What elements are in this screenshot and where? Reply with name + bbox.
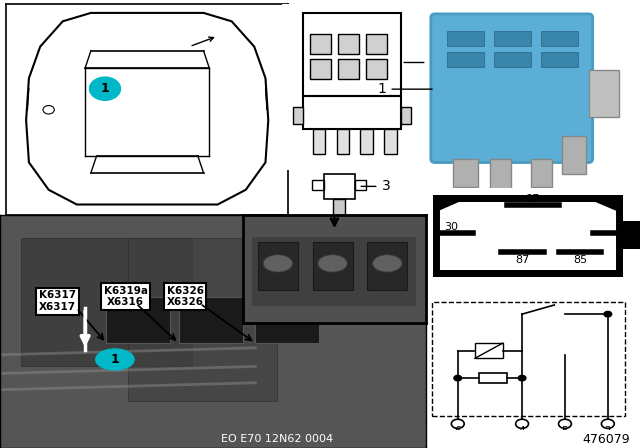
Bar xyxy=(475,343,503,358)
Text: 85: 85 xyxy=(573,254,587,265)
Circle shape xyxy=(263,255,292,272)
Bar xyxy=(494,31,531,46)
Text: 30: 30 xyxy=(451,433,465,443)
Text: 85: 85 xyxy=(515,433,529,443)
Bar xyxy=(312,180,324,190)
Bar xyxy=(338,34,359,54)
Text: K6319a
X6316: K6319a X6316 xyxy=(104,286,148,307)
Bar xyxy=(324,174,355,199)
Bar xyxy=(21,238,191,366)
Bar xyxy=(447,52,484,67)
Text: 6: 6 xyxy=(454,426,461,435)
Bar xyxy=(479,373,507,383)
FancyBboxPatch shape xyxy=(431,14,593,163)
Circle shape xyxy=(96,349,134,370)
Bar xyxy=(303,13,401,96)
Circle shape xyxy=(604,311,612,317)
Bar xyxy=(337,129,349,154)
Bar xyxy=(541,31,579,46)
Circle shape xyxy=(372,255,402,272)
Circle shape xyxy=(90,77,120,100)
Bar xyxy=(494,52,531,67)
Text: K6326
X6326: K6326 X6326 xyxy=(166,286,204,307)
Bar xyxy=(310,34,331,54)
Text: 2: 2 xyxy=(404,56,438,69)
Text: 30: 30 xyxy=(444,222,458,232)
Text: 1: 1 xyxy=(378,82,432,96)
Text: 1: 1 xyxy=(100,82,109,95)
Bar xyxy=(562,136,586,174)
Circle shape xyxy=(518,375,526,381)
Bar xyxy=(436,198,619,273)
Bar xyxy=(303,96,401,129)
Text: 5: 5 xyxy=(562,426,568,435)
Bar xyxy=(453,159,478,187)
Polygon shape xyxy=(586,198,618,212)
Text: 3: 3 xyxy=(361,179,390,194)
Bar xyxy=(618,221,640,249)
Bar xyxy=(333,199,346,215)
Bar xyxy=(252,237,417,306)
Bar xyxy=(531,159,552,187)
Bar xyxy=(366,34,387,54)
Text: 476079: 476079 xyxy=(583,432,630,446)
Text: 87: 87 xyxy=(515,254,529,265)
Bar xyxy=(293,107,303,124)
Bar xyxy=(258,242,298,290)
Text: 87: 87 xyxy=(525,194,540,204)
Text: EO E70 12N62 0004: EO E70 12N62 0004 xyxy=(221,434,333,444)
Bar xyxy=(436,198,619,273)
Text: 87: 87 xyxy=(601,433,614,443)
Bar xyxy=(366,59,387,79)
Bar xyxy=(355,180,366,190)
Bar xyxy=(128,238,276,401)
Bar xyxy=(360,129,373,154)
Bar xyxy=(589,70,620,117)
Bar xyxy=(367,242,408,290)
Bar xyxy=(312,242,353,290)
Bar xyxy=(106,297,170,343)
Text: K6317
X6317: K6317 X6317 xyxy=(39,290,76,312)
Polygon shape xyxy=(436,198,468,212)
Bar xyxy=(447,31,484,46)
Bar xyxy=(312,129,325,154)
Bar xyxy=(255,297,319,343)
Bar xyxy=(401,107,411,124)
Circle shape xyxy=(454,375,461,381)
Text: 87: 87 xyxy=(558,433,572,443)
Bar xyxy=(310,59,331,79)
Text: 4: 4 xyxy=(519,426,525,435)
Bar xyxy=(490,159,511,193)
Bar xyxy=(436,198,619,273)
Circle shape xyxy=(318,255,347,272)
Text: 2: 2 xyxy=(605,426,611,435)
Bar xyxy=(385,129,397,154)
Bar xyxy=(338,59,359,79)
Bar xyxy=(541,52,579,67)
Bar xyxy=(179,297,243,343)
Bar xyxy=(432,302,625,416)
Text: 1: 1 xyxy=(111,353,119,366)
